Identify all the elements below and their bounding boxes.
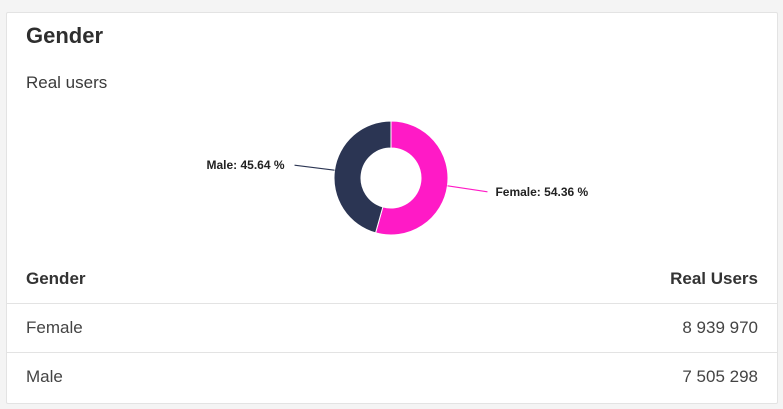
gender-donut-chart: Female: 54.36 % Male: 45.64 % <box>206 120 589 236</box>
table-row: Male 7 505 298 <box>7 353 777 401</box>
connector-male <box>294 164 335 171</box>
table-header-real-users[interactable]: Real Users <box>670 269 758 288</box>
slice-female[interactable] <box>374 120 449 236</box>
card-title: Gender <box>26 23 104 48</box>
connector-female <box>447 185 488 193</box>
slice-label-female: Female: 54.36 % <box>495 185 588 199</box>
card-subtitle: Real users <box>26 73 108 92</box>
table-header-gender[interactable]: Gender <box>26 269 86 288</box>
table-cell-real-users: 8 939 970 <box>682 318 758 337</box>
gender-table: Gender Real Users Female 8 939 970 Male … <box>7 255 777 401</box>
table-cell-gender: Male <box>26 367 63 386</box>
table-row: Female 8 939 970 <box>7 304 777 353</box>
slice-male[interactable] <box>333 120 392 234</box>
slice-label-male: Male: 45.64 % <box>206 158 284 172</box>
table-cell-real-users: 7 505 298 <box>682 367 758 386</box>
table-cell-gender: Female <box>26 318 83 337</box>
gender-card: Gender Real users Female: 54.36 % Male: 4… <box>6 12 778 404</box>
table-header-row: Gender Real Users <box>7 255 777 304</box>
